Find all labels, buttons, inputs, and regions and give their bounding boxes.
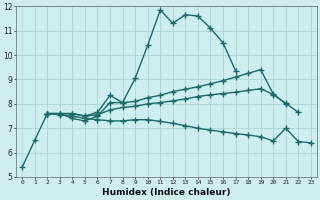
X-axis label: Humidex (Indice chaleur): Humidex (Indice chaleur) xyxy=(102,188,231,197)
